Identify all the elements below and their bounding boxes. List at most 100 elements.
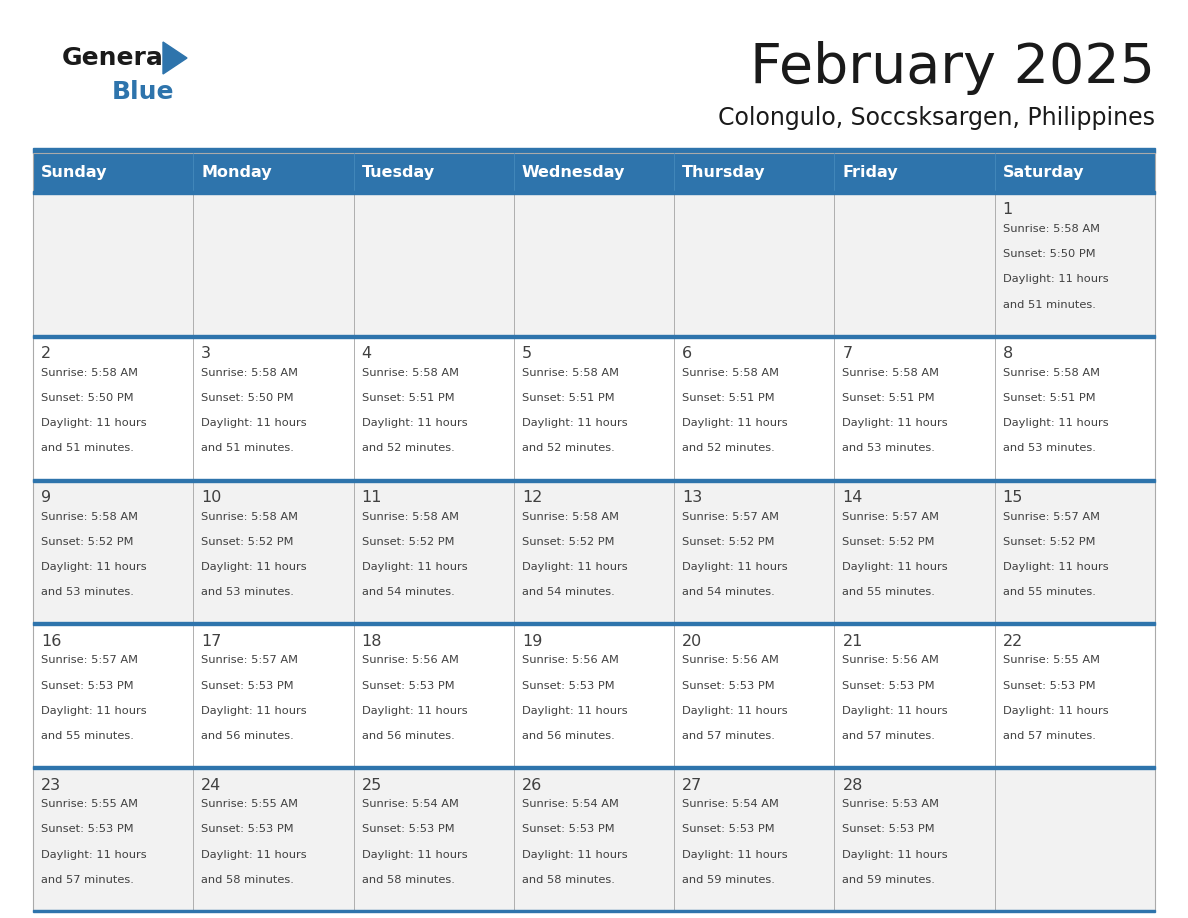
- Text: Sunset: 5:53 PM: Sunset: 5:53 PM: [361, 824, 454, 834]
- Text: Sunrise: 5:55 AM: Sunrise: 5:55 AM: [1003, 655, 1100, 666]
- Bar: [674, 338, 834, 478]
- Bar: [354, 338, 514, 478]
- Text: Sunrise: 5:53 AM: Sunrise: 5:53 AM: [842, 800, 940, 809]
- Bar: [514, 194, 674, 335]
- Text: Daylight: 11 hours: Daylight: 11 hours: [682, 562, 788, 572]
- Bar: [354, 769, 514, 910]
- Bar: [194, 625, 354, 767]
- Text: Sunset: 5:52 PM: Sunset: 5:52 PM: [682, 537, 775, 547]
- Bar: [33, 153, 1155, 191]
- Text: and 51 minutes.: and 51 minutes.: [42, 443, 134, 453]
- Text: and 56 minutes.: and 56 minutes.: [522, 731, 614, 741]
- Text: Sunset: 5:53 PM: Sunset: 5:53 PM: [522, 680, 614, 690]
- Text: 23: 23: [42, 778, 61, 793]
- Bar: [834, 338, 994, 478]
- Text: Daylight: 11 hours: Daylight: 11 hours: [522, 419, 627, 428]
- Text: and 59 minutes.: and 59 minutes.: [842, 875, 935, 885]
- Text: Sunrise: 5:57 AM: Sunrise: 5:57 AM: [42, 655, 138, 666]
- Text: Sunrise: 5:57 AM: Sunrise: 5:57 AM: [1003, 511, 1100, 521]
- Bar: [514, 769, 674, 910]
- Text: 6: 6: [682, 346, 693, 362]
- Text: Daylight: 11 hours: Daylight: 11 hours: [42, 562, 146, 572]
- Text: and 59 minutes.: and 59 minutes.: [682, 875, 775, 885]
- Bar: [354, 194, 514, 335]
- Bar: [194, 338, 354, 478]
- Text: Daylight: 11 hours: Daylight: 11 hours: [682, 419, 788, 428]
- Text: Daylight: 11 hours: Daylight: 11 hours: [522, 562, 627, 572]
- Text: 19: 19: [522, 634, 542, 649]
- Text: Daylight: 11 hours: Daylight: 11 hours: [842, 849, 948, 859]
- Text: Daylight: 11 hours: Daylight: 11 hours: [361, 419, 467, 428]
- Text: Sunrise: 5:58 AM: Sunrise: 5:58 AM: [201, 511, 298, 521]
- Bar: [674, 194, 834, 335]
- Polygon shape: [163, 42, 187, 74]
- Text: and 53 minutes.: and 53 minutes.: [201, 588, 295, 598]
- Bar: [33, 153, 1155, 910]
- Bar: [33, 910, 1155, 912]
- Bar: [834, 194, 994, 335]
- Bar: [33, 478, 1155, 482]
- Text: Thursday: Thursday: [682, 164, 765, 180]
- Bar: [33, 769, 194, 910]
- Text: Daylight: 11 hours: Daylight: 11 hours: [361, 849, 467, 859]
- Bar: [834, 769, 994, 910]
- Text: Sunset: 5:51 PM: Sunset: 5:51 PM: [522, 393, 614, 403]
- Text: 16: 16: [42, 634, 62, 649]
- Text: and 58 minutes.: and 58 minutes.: [361, 875, 455, 885]
- Text: 11: 11: [361, 490, 383, 505]
- Text: Daylight: 11 hours: Daylight: 11 hours: [1003, 419, 1108, 428]
- Text: Sunset: 5:53 PM: Sunset: 5:53 PM: [682, 824, 775, 834]
- Bar: [33, 622, 1155, 625]
- Text: 24: 24: [201, 778, 221, 793]
- Text: and 52 minutes.: and 52 minutes.: [522, 443, 614, 453]
- Text: 3: 3: [201, 346, 211, 362]
- Text: and 54 minutes.: and 54 minutes.: [682, 588, 775, 598]
- Text: Sunrise: 5:57 AM: Sunrise: 5:57 AM: [842, 511, 940, 521]
- Text: and 56 minutes.: and 56 minutes.: [361, 731, 454, 741]
- Bar: [194, 482, 354, 622]
- Text: Sunset: 5:52 PM: Sunset: 5:52 PM: [42, 537, 133, 547]
- Text: Sunset: 5:52 PM: Sunset: 5:52 PM: [1003, 537, 1095, 547]
- Text: 10: 10: [201, 490, 222, 505]
- Text: and 55 minutes.: and 55 minutes.: [1003, 588, 1095, 598]
- Text: 12: 12: [522, 490, 542, 505]
- Text: Daylight: 11 hours: Daylight: 11 hours: [1003, 706, 1108, 716]
- Text: Sunset: 5:53 PM: Sunset: 5:53 PM: [42, 824, 133, 834]
- Text: Sunset: 5:53 PM: Sunset: 5:53 PM: [522, 824, 614, 834]
- Text: Sunset: 5:51 PM: Sunset: 5:51 PM: [1003, 393, 1095, 403]
- Bar: [834, 482, 994, 622]
- Text: 2: 2: [42, 346, 51, 362]
- Text: Daylight: 11 hours: Daylight: 11 hours: [42, 706, 146, 716]
- Text: Friday: Friday: [842, 164, 898, 180]
- Text: Daylight: 11 hours: Daylight: 11 hours: [42, 849, 146, 859]
- Text: Sunrise: 5:58 AM: Sunrise: 5:58 AM: [42, 368, 138, 378]
- Text: Sunrise: 5:57 AM: Sunrise: 5:57 AM: [682, 511, 779, 521]
- Text: Sunset: 5:51 PM: Sunset: 5:51 PM: [682, 393, 775, 403]
- Text: 7: 7: [842, 346, 853, 362]
- Text: Daylight: 11 hours: Daylight: 11 hours: [842, 706, 948, 716]
- Text: Sunset: 5:53 PM: Sunset: 5:53 PM: [201, 680, 293, 690]
- Bar: [514, 482, 674, 622]
- Text: February 2025: February 2025: [750, 41, 1155, 95]
- Text: Sunrise: 5:54 AM: Sunrise: 5:54 AM: [522, 800, 619, 809]
- Text: Sunrise: 5:58 AM: Sunrise: 5:58 AM: [201, 368, 298, 378]
- Text: Sunset: 5:50 PM: Sunset: 5:50 PM: [201, 393, 293, 403]
- Bar: [33, 482, 1155, 622]
- Bar: [33, 338, 194, 478]
- Text: and 53 minutes.: and 53 minutes.: [42, 588, 134, 598]
- Text: Sunset: 5:52 PM: Sunset: 5:52 PM: [361, 537, 454, 547]
- Text: 8: 8: [1003, 346, 1013, 362]
- Text: Blue: Blue: [112, 80, 175, 104]
- Text: Daylight: 11 hours: Daylight: 11 hours: [361, 706, 467, 716]
- Text: 20: 20: [682, 634, 702, 649]
- Text: and 57 minutes.: and 57 minutes.: [42, 875, 134, 885]
- Text: Sunrise: 5:58 AM: Sunrise: 5:58 AM: [42, 511, 138, 521]
- Text: and 57 minutes.: and 57 minutes.: [1003, 731, 1095, 741]
- Text: General: General: [62, 46, 172, 70]
- Text: 5: 5: [522, 346, 532, 362]
- Text: Daylight: 11 hours: Daylight: 11 hours: [42, 419, 146, 428]
- Bar: [674, 482, 834, 622]
- Text: 18: 18: [361, 634, 383, 649]
- Text: Sunset: 5:51 PM: Sunset: 5:51 PM: [361, 393, 454, 403]
- Bar: [33, 482, 194, 622]
